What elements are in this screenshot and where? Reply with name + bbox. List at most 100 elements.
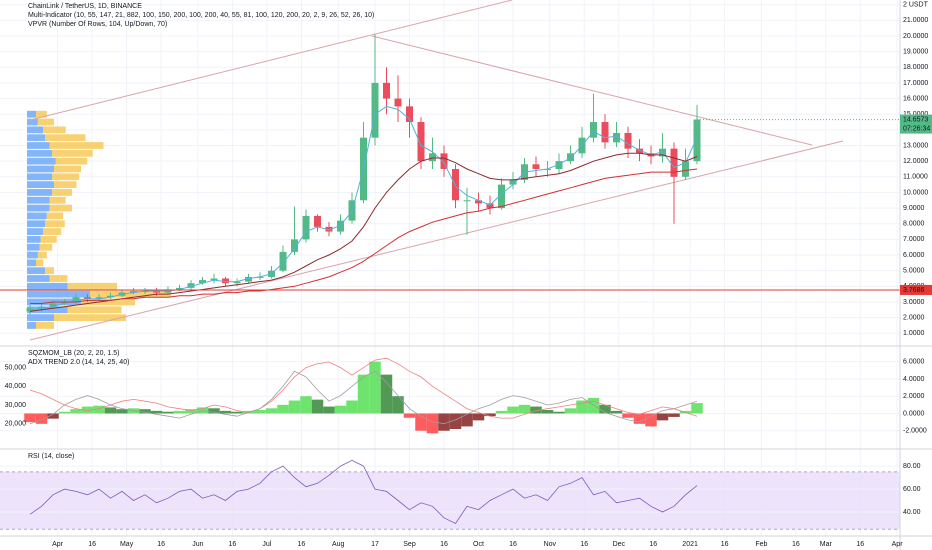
candle-body [38, 306, 45, 309]
momentum-bar [415, 413, 427, 431]
tick-label: 11.0000 [903, 174, 928, 181]
vpvr-down [37, 251, 47, 259]
pane-title: RSI (14, close) [28, 453, 74, 460]
momentum-bar [541, 410, 554, 414]
candle-body [383, 82, 390, 99]
vpvr-down [40, 235, 57, 243]
marks [0, 34, 900, 525]
momentum-bar [139, 409, 151, 414]
tick-label: 50,000 [5, 364, 27, 371]
momentum-bar [208, 408, 220, 414]
vpvr-down [67, 282, 117, 290]
tick-label: 2.0000 [903, 314, 925, 321]
candle-body [325, 226, 333, 232]
vpvr-down [81, 298, 135, 306]
vpvr-down [45, 267, 54, 275]
vpvr-down [49, 142, 104, 149]
vpvr-up [27, 282, 68, 290]
candle-body [463, 200, 471, 202]
momentum-bar [58, 411, 71, 414]
vpvr-up [27, 212, 47, 220]
momentum-bar [254, 410, 266, 414]
vpvr-up [27, 189, 53, 196]
vpvr-up [27, 110, 36, 118]
vpvr-up [27, 126, 44, 134]
vpvr-down [54, 181, 77, 189]
vpvr-down [45, 134, 86, 142]
vpvr-up [27, 173, 53, 181]
x-tick-label: 16 [580, 541, 588, 548]
tick-label: 1.0000 [903, 330, 925, 337]
candle-body [567, 153, 574, 162]
candle-body [406, 106, 413, 123]
vpvr-down [43, 228, 62, 235]
vpvr-down [52, 149, 93, 157]
vpvr-up [27, 142, 50, 149]
momentum-bar [150, 410, 163, 414]
momentum-bar [162, 411, 174, 414]
tick-label: 30,000 [5, 402, 27, 409]
momentum-bar [380, 374, 393, 414]
momentum-bar [357, 374, 370, 414]
vpvr-title: VPVR (Number Of Rows, 104, Up/Down, 70) [28, 21, 167, 28]
x-tick-label: Aug [332, 541, 345, 548]
tick-label: 8.0000 [903, 221, 925, 228]
vpvr-up [27, 259, 36, 267]
tick-label: 12.0000 [903, 158, 928, 165]
tick-label: 9.0000 [903, 205, 925, 212]
vpvr-down [49, 275, 68, 282]
x-tick-label: 16 [229, 541, 237, 548]
tick-label: 19.0000 [903, 48, 928, 55]
candle-body [394, 98, 402, 107]
candle-body [187, 283, 195, 288]
x-tick-label: May [120, 541, 134, 548]
momentum-bar [472, 413, 485, 421]
vpvr-down [39, 243, 53, 251]
x-tick-label: Mar [820, 541, 833, 548]
x-tick-label: 16 [792, 541, 800, 548]
tick-label: 40,000 [5, 383, 27, 390]
x-tick-label: Jul [262, 541, 271, 548]
vpvr-up [27, 181, 54, 189]
momentum-bar [392, 396, 404, 414]
vpvr-up [27, 165, 54, 173]
momentum-bar [403, 413, 416, 418]
vpvr-down [49, 196, 66, 204]
moving-average [29, 105, 698, 311]
x-tick-label: Feb [755, 541, 767, 548]
momentum-bar [622, 413, 634, 418]
vpvr-up [27, 322, 36, 329]
tick-label: 80.00 [903, 463, 921, 470]
x-tick-label: Apr [52, 541, 64, 548]
momentum-bar [311, 399, 324, 414]
x-tick-label: 16 [440, 541, 448, 548]
momentum-bar [668, 413, 680, 417]
countdown: 07:26:34 [903, 125, 930, 132]
vpvr-down [37, 118, 54, 126]
tick-label: 13.0000 [903, 142, 928, 149]
momentum-bar [35, 413, 48, 424]
tick-label: 10.0000 [903, 189, 928, 196]
momentum-bar [507, 406, 519, 414]
momentum-bar [277, 404, 289, 414]
momentum-bar [104, 407, 117, 414]
vpvr-down [55, 157, 88, 165]
x-tick-label: 16 [721, 541, 729, 548]
trend-line [29, 140, 844, 341]
momentum-bar [346, 400, 358, 414]
momentum-bar [300, 396, 312, 414]
vpvr-up [27, 235, 41, 243]
candle-body [429, 153, 436, 162]
x-tick-label: Jun [192, 541, 203, 548]
rsi-band [0, 471, 900, 530]
momentum-bar [553, 411, 565, 414]
price-label: 14.6573 [903, 116, 928, 123]
vpvr-down [67, 306, 122, 314]
x-tick-label: 16 [88, 541, 96, 548]
tick-label: 0.0000 [903, 410, 925, 417]
candle-body [222, 278, 229, 284]
x-tick-label: 16 [509, 541, 517, 548]
candle-body [210, 278, 218, 281]
x-tick-label: Sep [403, 541, 416, 548]
